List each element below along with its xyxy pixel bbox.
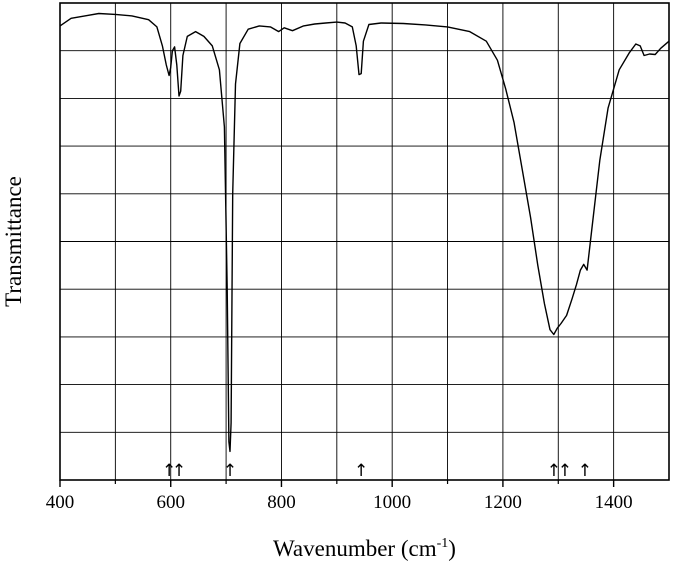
plot-frame [59,2,670,481]
peak-arrow-marker: ↑ [558,461,572,481]
y-axis-title: Transmittance [1,176,26,307]
x-axis-tick-labels: 400 600 800 1000 1200 1400 [46,492,633,513]
peak-arrow-marker: ↑ [547,461,561,481]
x-tick-label: 600 [156,492,185,513]
peak-arrow-marker: ↑ [223,461,237,481]
x-tick-label: 800 [267,492,296,513]
x-tick-label: 1400 [595,492,633,513]
x-tick-label: 1000 [373,492,411,513]
grid [60,3,669,480]
spectrum-line [59,12,670,453]
peak-arrow-marker: ↑ [162,461,176,481]
x-axis-ticks [59,480,615,487]
peak-arrow-marker: ↑ [354,461,368,481]
peak-markers: ↑↑ ↑ ↑ ↑↑ ↑ [162,461,592,481]
peak-arrow-marker: ↑ [578,461,592,481]
x-tick-label: 1200 [484,492,522,513]
x-axis-title: Wavenumber (cm-1) [273,536,456,561]
peak-arrow-marker: ↑ [172,461,186,481]
x-tick-label: 400 [46,492,75,513]
